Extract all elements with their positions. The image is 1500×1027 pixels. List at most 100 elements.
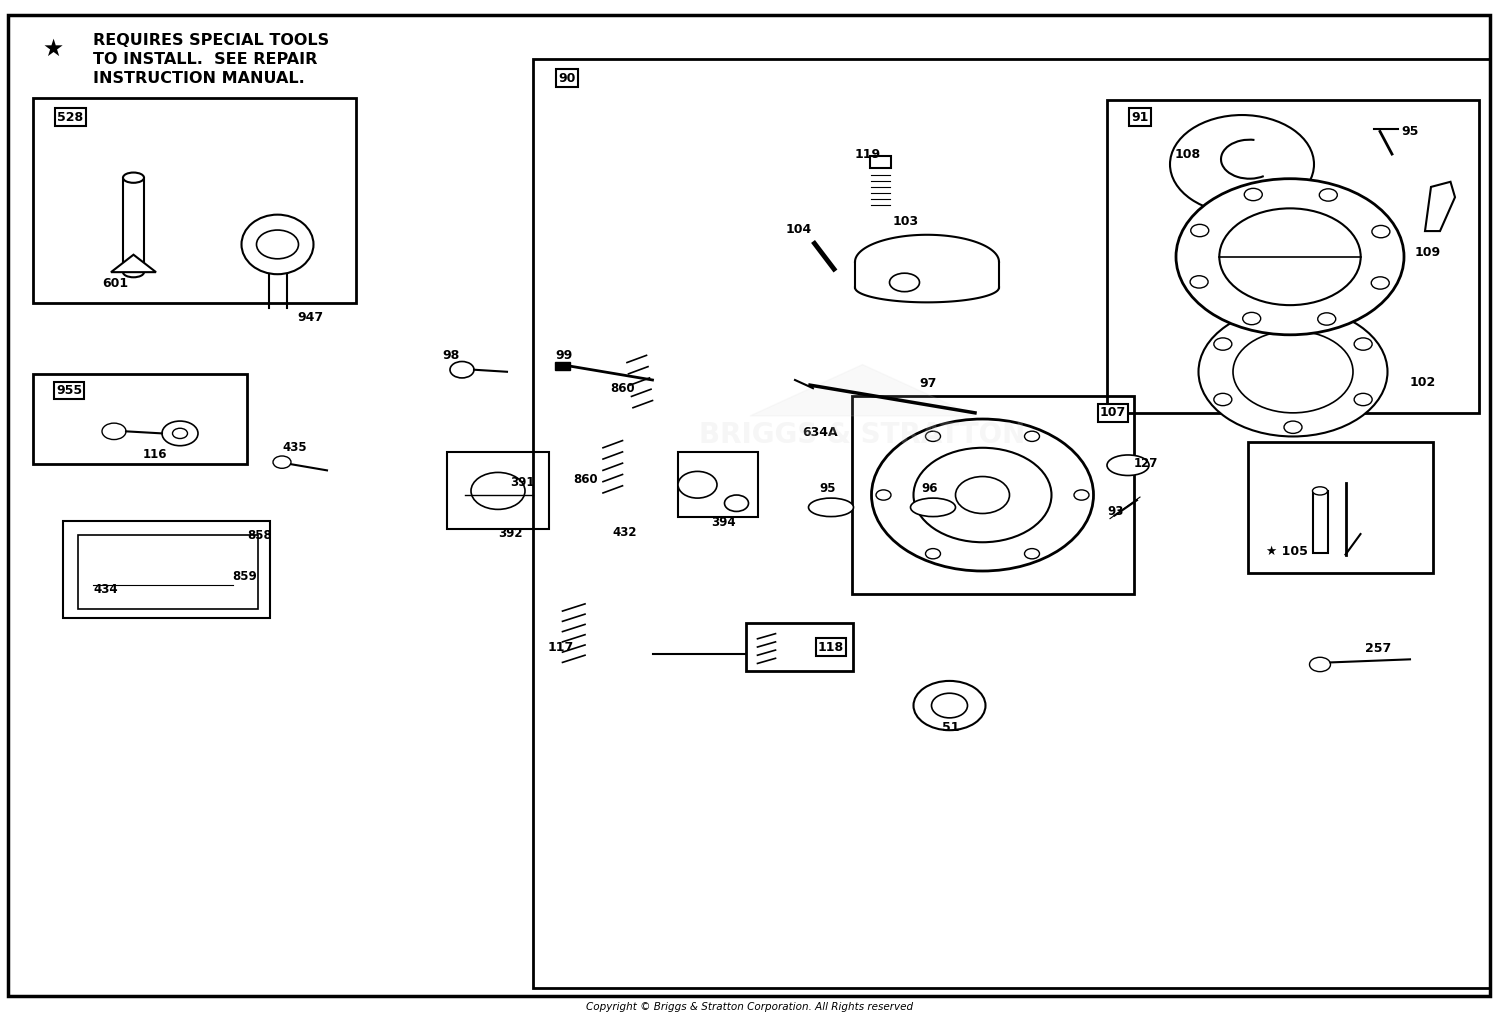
Circle shape xyxy=(1170,115,1314,214)
Circle shape xyxy=(1245,188,1263,200)
Circle shape xyxy=(1372,226,1390,238)
Text: 528: 528 xyxy=(57,111,84,123)
Ellipse shape xyxy=(242,215,314,274)
Bar xyxy=(33,374,248,464)
Circle shape xyxy=(1024,431,1039,442)
Circle shape xyxy=(1214,338,1231,350)
Circle shape xyxy=(1354,393,1372,406)
Bar xyxy=(447,452,549,529)
Text: 955: 955 xyxy=(56,384,82,396)
Circle shape xyxy=(1354,338,1372,350)
Text: 435: 435 xyxy=(282,441,306,454)
Text: 859: 859 xyxy=(232,570,258,583)
Polygon shape xyxy=(750,365,975,416)
Text: ★: ★ xyxy=(42,37,63,61)
Circle shape xyxy=(956,477,1010,514)
Text: 107: 107 xyxy=(1100,407,1126,419)
Text: REQUIRES SPECIAL TOOLS
TO INSTALL.  SEE REPAIR
INSTRUCTION MANUAL.: REQUIRES SPECIAL TOOLS TO INSTALL. SEE R… xyxy=(93,33,328,86)
Circle shape xyxy=(926,548,940,559)
Text: 90: 90 xyxy=(558,72,576,84)
Text: 95: 95 xyxy=(819,482,836,495)
Bar xyxy=(746,623,853,671)
Ellipse shape xyxy=(123,173,144,183)
Text: 109: 109 xyxy=(1414,246,1440,260)
Circle shape xyxy=(1320,189,1338,201)
Circle shape xyxy=(871,419,1094,571)
Bar xyxy=(1312,491,1328,553)
Bar xyxy=(33,98,356,303)
Polygon shape xyxy=(111,255,156,272)
Text: 392: 392 xyxy=(498,527,522,540)
Circle shape xyxy=(914,448,1052,542)
Bar xyxy=(555,362,570,370)
Text: 119: 119 xyxy=(855,148,880,161)
Text: 97: 97 xyxy=(920,377,938,390)
Circle shape xyxy=(678,471,717,498)
Circle shape xyxy=(256,230,298,259)
Circle shape xyxy=(1317,313,1335,326)
Circle shape xyxy=(273,456,291,468)
Text: 947: 947 xyxy=(297,311,322,325)
Ellipse shape xyxy=(808,498,853,517)
Ellipse shape xyxy=(123,267,144,277)
Text: 108: 108 xyxy=(1174,148,1200,160)
Text: 432: 432 xyxy=(612,526,636,539)
Ellipse shape xyxy=(1312,487,1328,495)
Circle shape xyxy=(102,423,126,440)
Ellipse shape xyxy=(910,498,956,517)
Text: ★ 105: ★ 105 xyxy=(1266,544,1308,558)
Circle shape xyxy=(172,428,188,439)
Text: BRIGGS & STRATTON: BRIGGS & STRATTON xyxy=(699,421,1026,449)
Bar xyxy=(1248,442,1432,573)
Circle shape xyxy=(926,431,940,442)
Bar xyxy=(123,178,144,272)
Circle shape xyxy=(932,693,968,718)
Bar xyxy=(870,156,891,168)
Text: 103: 103 xyxy=(892,215,918,228)
Circle shape xyxy=(1242,312,1260,325)
Bar xyxy=(78,535,258,609)
Text: 860: 860 xyxy=(610,382,634,395)
Text: 118: 118 xyxy=(818,641,844,653)
Circle shape xyxy=(876,490,891,500)
Text: 391: 391 xyxy=(510,476,534,489)
Text: 601: 601 xyxy=(102,277,128,291)
Bar xyxy=(532,59,1490,988)
Circle shape xyxy=(1176,179,1404,335)
Text: 858: 858 xyxy=(248,529,273,542)
Text: 93: 93 xyxy=(1107,505,1124,518)
Text: Copyright © Briggs & Stratton Corporation. All Rights reserved: Copyright © Briggs & Stratton Corporatio… xyxy=(586,1001,914,1012)
Bar xyxy=(1107,100,1479,413)
Text: 434: 434 xyxy=(93,583,117,597)
Circle shape xyxy=(1284,310,1302,322)
Circle shape xyxy=(1371,277,1389,290)
Text: 99: 99 xyxy=(555,348,573,362)
Circle shape xyxy=(1214,393,1231,406)
Text: 860: 860 xyxy=(573,472,597,486)
Bar xyxy=(852,396,1134,594)
Text: 102: 102 xyxy=(1410,376,1437,388)
Text: 116: 116 xyxy=(142,448,166,461)
Text: 117: 117 xyxy=(548,641,573,654)
Circle shape xyxy=(1191,224,1209,236)
Circle shape xyxy=(162,421,198,446)
Text: 394: 394 xyxy=(711,516,735,529)
Bar xyxy=(63,521,270,618)
Text: 91: 91 xyxy=(1131,111,1149,123)
Circle shape xyxy=(1284,421,1302,433)
Text: 95: 95 xyxy=(1401,125,1419,138)
Circle shape xyxy=(471,472,525,509)
Text: 96: 96 xyxy=(921,482,938,495)
Circle shape xyxy=(1220,208,1360,305)
Ellipse shape xyxy=(1107,455,1149,476)
Circle shape xyxy=(1024,548,1039,559)
Circle shape xyxy=(724,495,748,511)
Ellipse shape xyxy=(890,273,920,292)
Text: 257: 257 xyxy=(1365,642,1392,655)
Circle shape xyxy=(1310,657,1330,672)
Text: 98: 98 xyxy=(442,348,459,362)
Circle shape xyxy=(450,362,474,378)
Circle shape xyxy=(914,681,986,730)
Text: 104: 104 xyxy=(786,223,813,236)
Circle shape xyxy=(1198,307,1388,436)
